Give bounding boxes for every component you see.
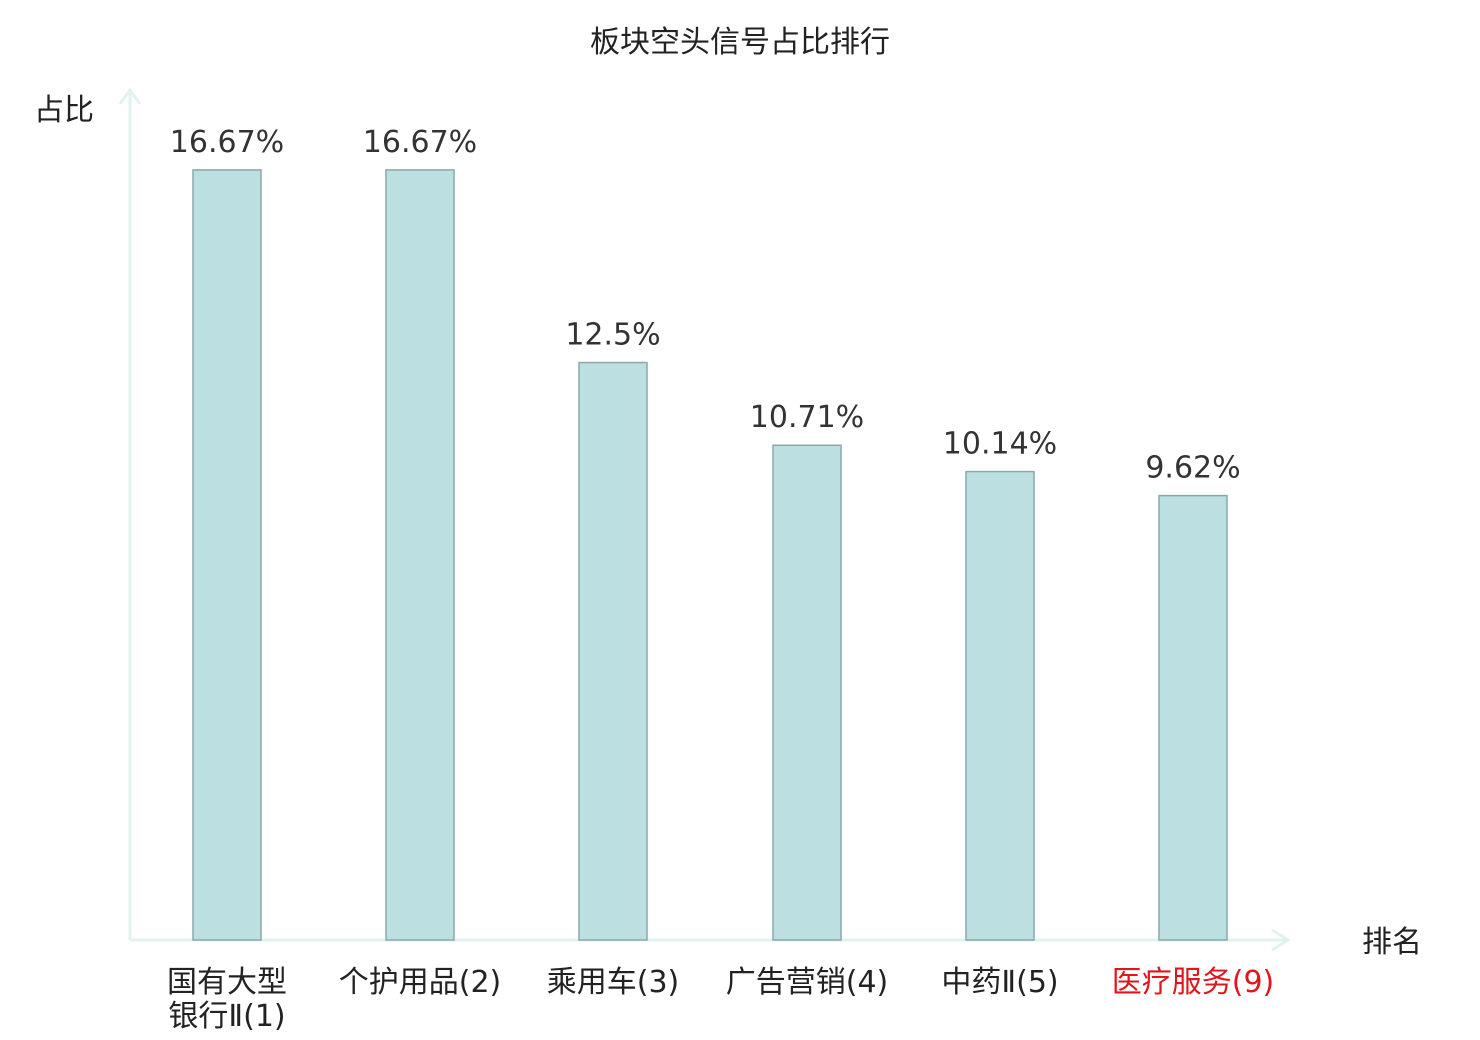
value-label: 10.14% — [943, 427, 1057, 462]
category-label: 中药Ⅱ(5) — [941, 965, 1058, 1000]
value-label: 12.5% — [565, 318, 660, 353]
category-label: 国有大型 — [167, 965, 287, 1000]
y-axis-arrow-icon — [118, 87, 142, 105]
bar — [578, 361, 648, 941]
bar — [1158, 494, 1228, 941]
category-label: 个护用品(2) — [339, 965, 502, 1000]
bar — [772, 444, 842, 941]
x-axis-label: 排名 — [1362, 925, 1422, 960]
value-labels: 16.67% 16.67% 12.5% 10.71% 10.14% 9.62% — [170, 125, 1241, 486]
bar — [965, 470, 1035, 941]
category-label: 医疗服务(9) — [1112, 965, 1275, 1000]
x-axis: 排名 — [130, 925, 1422, 960]
y-axis: 占比 — [34, 87, 142, 940]
y-axis-label: 占比 — [34, 93, 94, 128]
category-label: 广告营销(4) — [726, 965, 889, 1000]
bar — [192, 169, 262, 941]
category-label: 乘用车(3) — [547, 965, 680, 1000]
chart-title: 板块空头信号占比排行 — [590, 25, 890, 60]
category-label: 银行Ⅱ(1) — [168, 999, 285, 1034]
x-axis-arrow-icon — [1271, 928, 1291, 952]
value-label: 9.62% — [1145, 451, 1240, 486]
bar — [385, 169, 455, 941]
bars — [192, 169, 1228, 941]
value-label: 16.67% — [170, 125, 284, 160]
value-label: 10.71% — [750, 400, 864, 435]
value-label: 16.67% — [363, 125, 477, 160]
